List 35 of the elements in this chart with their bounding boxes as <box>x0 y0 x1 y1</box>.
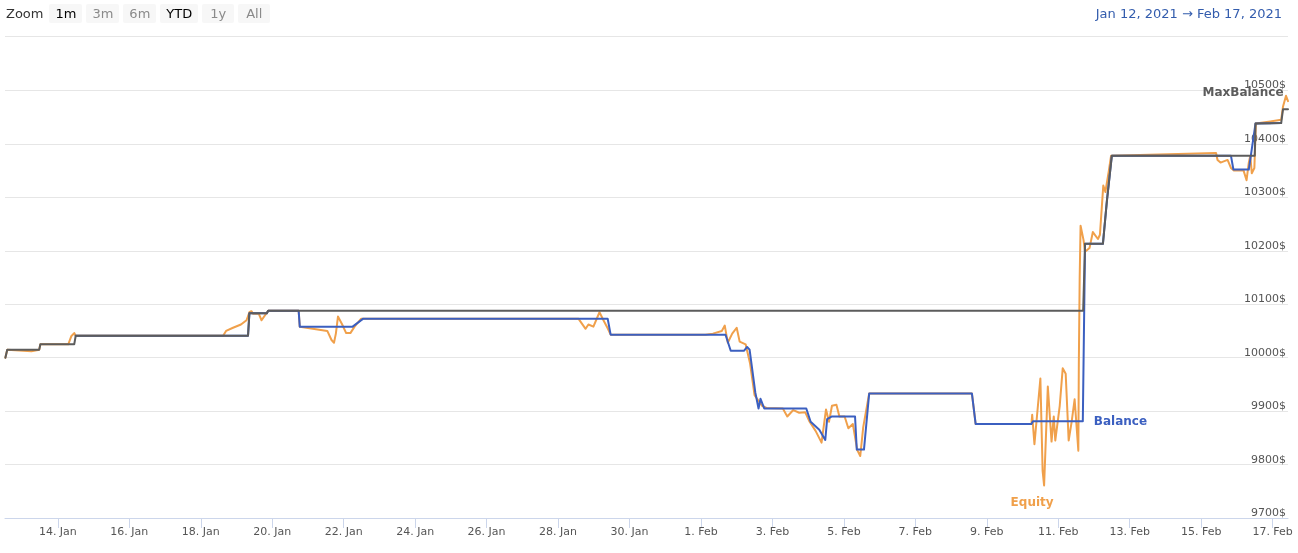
text: Jan 12, 2021 → Feb 17, 2021 <box>1095 6 1282 21</box>
x-tick-label: 9. Feb <box>970 525 1004 538</box>
y-tick-label: 9900$ <box>1251 399 1286 413</box>
y-tick-label: 10300$ <box>1244 185 1286 199</box>
x-tick-label: 3. Feb <box>755 525 790 538</box>
x-tick-label: 14. Jan <box>38 525 77 538</box>
x-tick-label: 20. Jan <box>253 525 292 538</box>
text: YTD <box>160 4 199 23</box>
x-tick-label: 7. Feb <box>898 525 933 538</box>
text: 1m <box>49 4 83 23</box>
x-tick-label: 28. Jan <box>539 525 578 538</box>
series-label: Balance <box>1093 414 1148 429</box>
text: 1y <box>202 4 235 23</box>
x-tick-label: 17. Feb <box>1252 525 1293 538</box>
y-tick-label: 9800$ <box>1251 452 1286 466</box>
y-tick-label: 9700$ <box>1251 506 1286 519</box>
x-tick-label: 30. Jan <box>610 525 649 538</box>
y-tick-label: 10100$ <box>1244 292 1286 306</box>
x-tick-label: 1. Feb <box>684 525 718 538</box>
text: 3m <box>86 4 120 23</box>
x-tick-label: 24. Jan <box>396 525 435 538</box>
y-tick-label: 10000$ <box>1244 345 1286 359</box>
x-tick-label: 16. Jan <box>110 525 149 538</box>
x-tick-label: 15. Feb <box>1180 525 1222 538</box>
series-label: Equity <box>1010 495 1054 510</box>
y-tick-label: 10200$ <box>1244 238 1286 252</box>
x-tick-label: 11. Feb <box>1038 525 1079 538</box>
text: 6m <box>123 4 157 23</box>
text: All <box>238 4 271 23</box>
x-tick-label: 18. Jan <box>181 525 220 538</box>
x-tick-label: 22. Jan <box>324 525 363 538</box>
x-tick-label: 13. Feb <box>1109 525 1150 538</box>
x-tick-label: 5. Feb <box>827 525 861 538</box>
text: Zoom <box>6 6 44 21</box>
x-tick-label: 26. Jan <box>467 525 506 538</box>
